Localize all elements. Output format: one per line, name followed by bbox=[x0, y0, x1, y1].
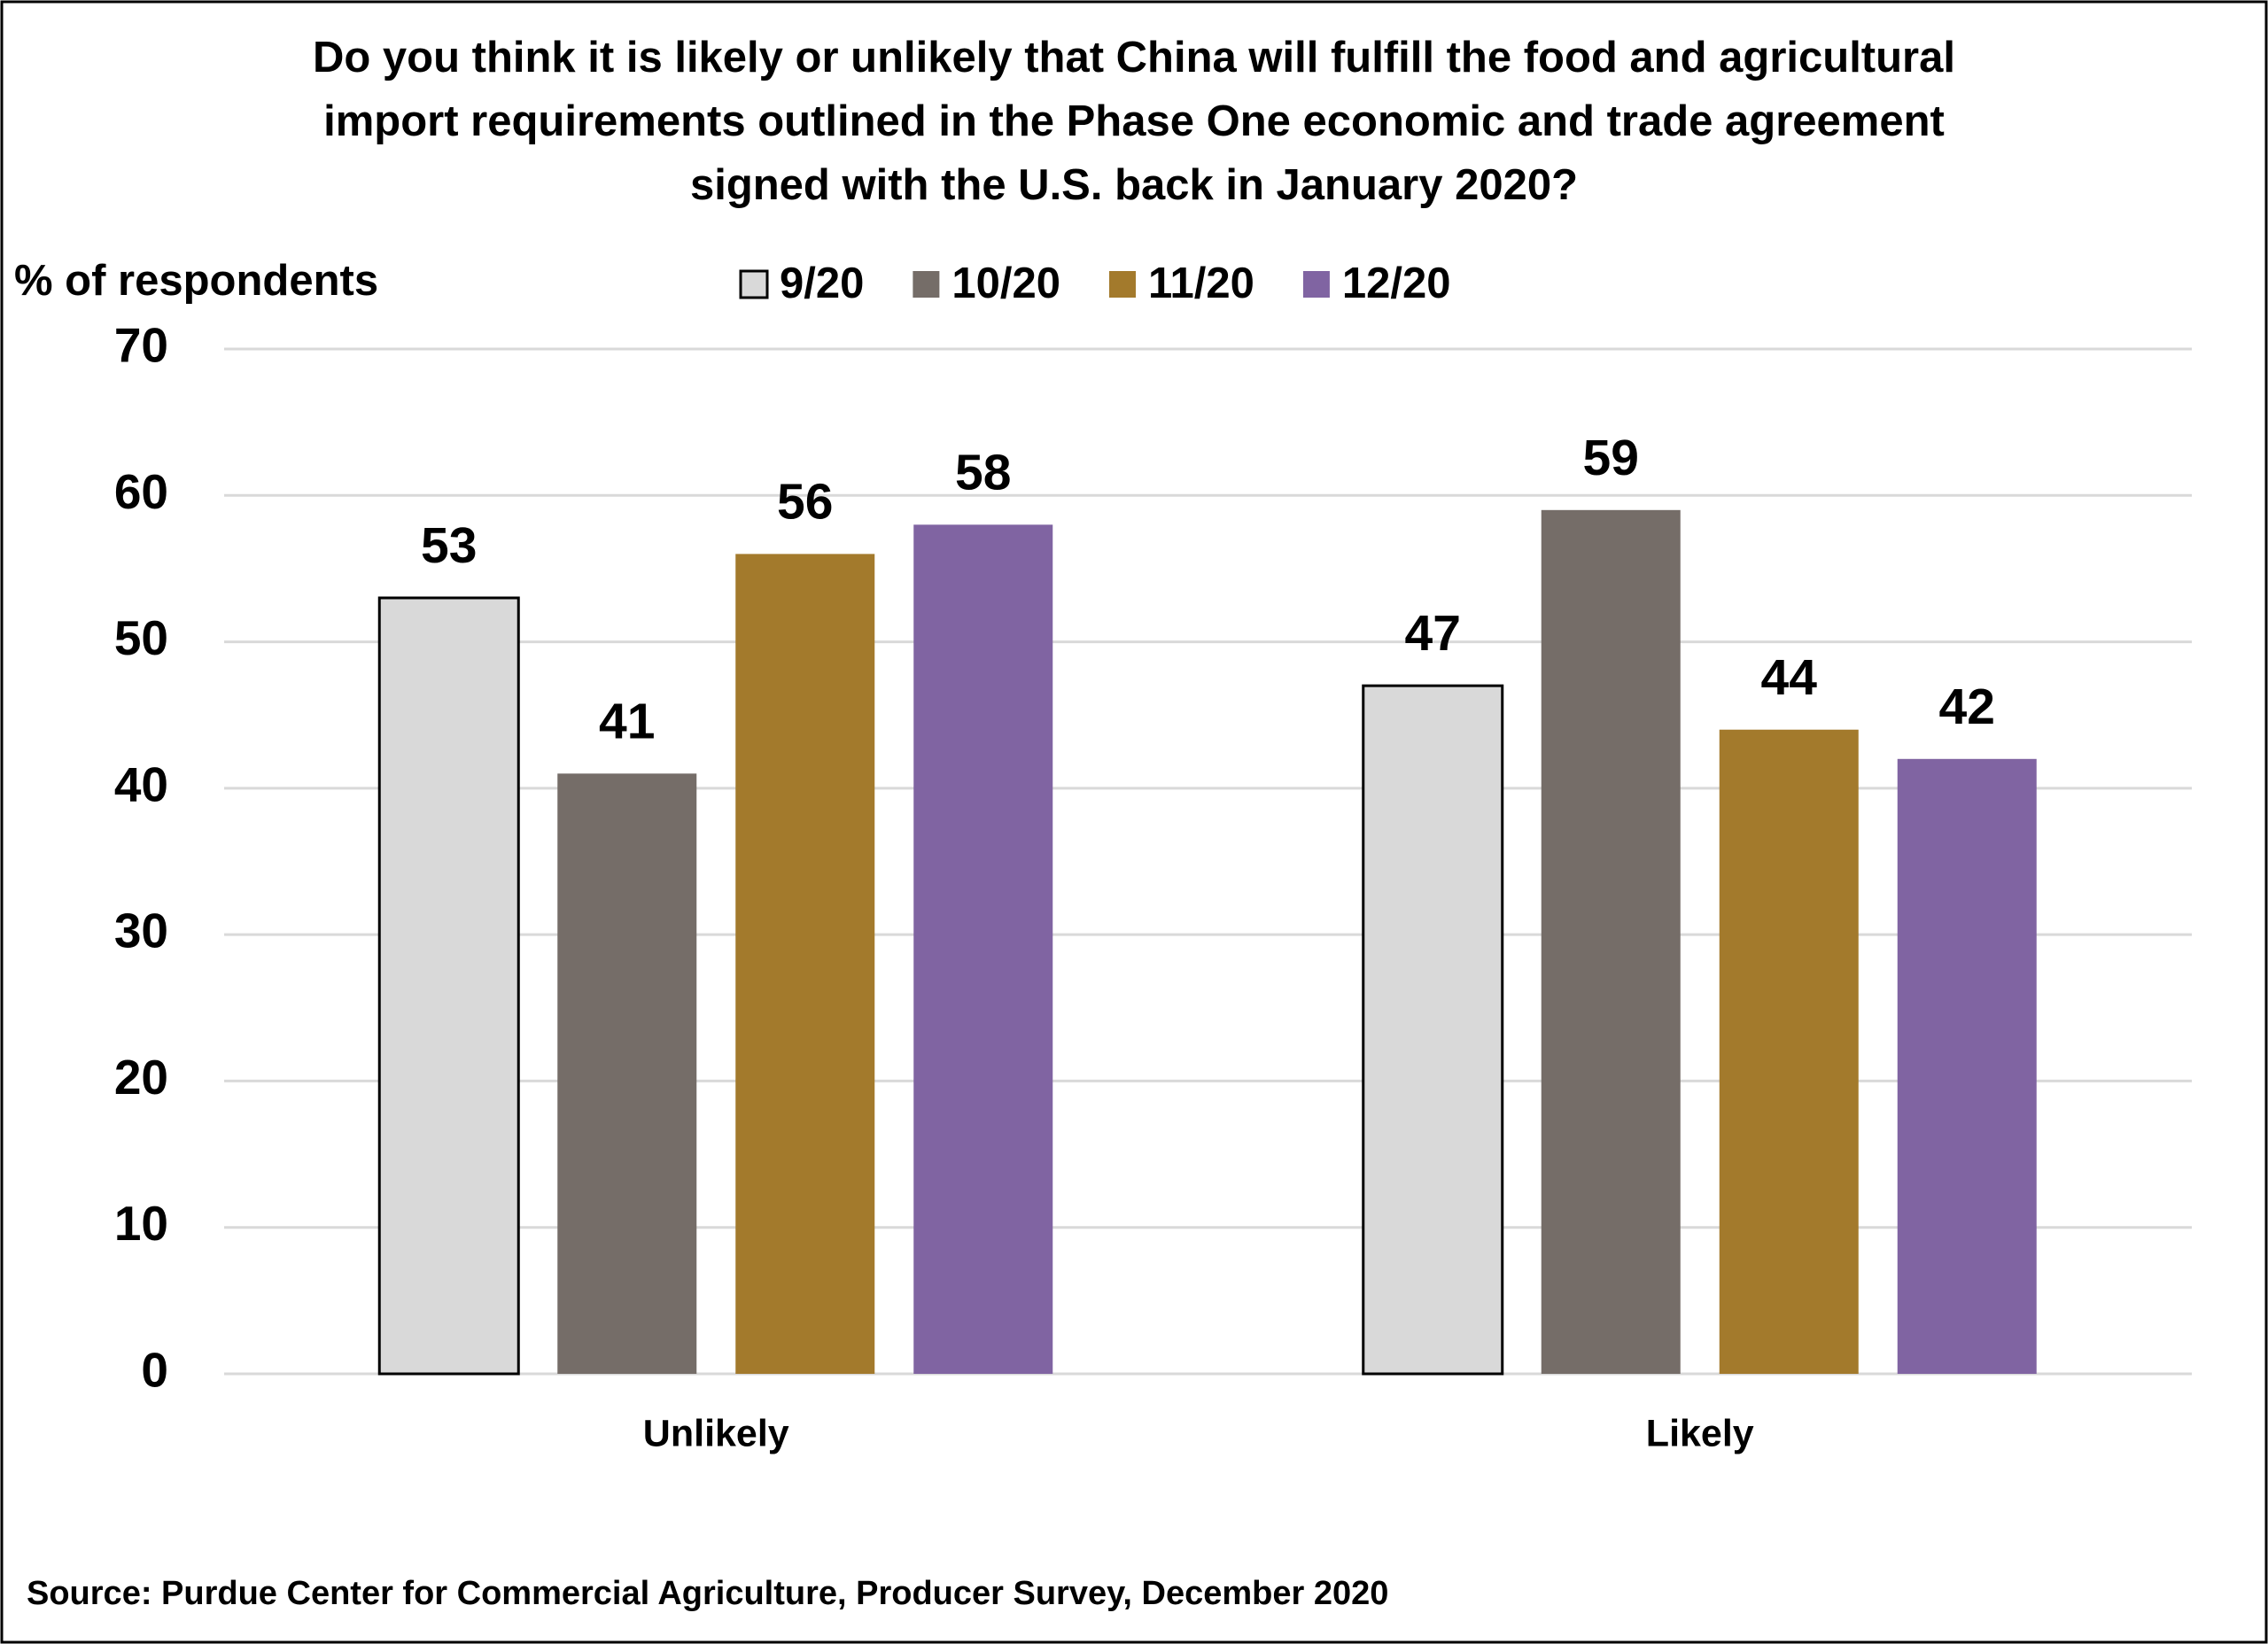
data-label: 59 bbox=[1583, 430, 1639, 486]
y-tick-label: 10 bbox=[114, 1196, 168, 1251]
source-note: Source: Purdue Center for Commercial Agr… bbox=[27, 1575, 1388, 1612]
data-label: 56 bbox=[777, 473, 833, 530]
legend-swatch bbox=[1302, 271, 1330, 298]
bar bbox=[1362, 684, 1504, 1376]
bar bbox=[913, 524, 1053, 1374]
data-label: 41 bbox=[599, 693, 655, 749]
x-tick-label: Unlikely bbox=[643, 1412, 789, 1454]
chart-title: Do you think it is likely or unlikely th… bbox=[313, 34, 1955, 81]
data-label: 58 bbox=[955, 444, 1011, 500]
legend-label: 12/20 bbox=[1342, 260, 1451, 307]
legend-label: 9/20 bbox=[780, 260, 864, 307]
y-tick-label: 20 bbox=[114, 1050, 168, 1105]
chart-title: import requirements outlined in the Phas… bbox=[323, 97, 1945, 145]
bar bbox=[1719, 729, 1859, 1374]
x-tick-label: Likely bbox=[1646, 1412, 1754, 1454]
y-axis-label: % of respondents bbox=[14, 257, 378, 305]
data-label: 47 bbox=[1405, 605, 1461, 662]
bar bbox=[1897, 758, 2037, 1374]
y-tick-label: 30 bbox=[114, 903, 168, 958]
legend-swatch bbox=[913, 271, 940, 298]
data-label: 44 bbox=[1761, 649, 1818, 706]
chart-title: signed with the U.S. back in January 202… bbox=[690, 161, 1578, 209]
bar bbox=[377, 596, 520, 1376]
y-tick-label: 0 bbox=[141, 1343, 168, 1398]
y-tick-label: 60 bbox=[114, 464, 168, 519]
legend-label: 11/20 bbox=[1148, 260, 1254, 307]
legend-swatch bbox=[739, 269, 769, 299]
bar bbox=[557, 773, 697, 1374]
legend-swatch bbox=[1109, 271, 1136, 298]
y-tick-label: 70 bbox=[114, 318, 168, 373]
bar bbox=[1541, 509, 1681, 1374]
y-tick-label: 50 bbox=[114, 610, 168, 665]
data-label: 42 bbox=[1939, 679, 1995, 735]
bar bbox=[735, 554, 875, 1374]
legend-label: 10/20 bbox=[951, 260, 1060, 307]
data-label: 53 bbox=[421, 517, 477, 574]
y-tick-label: 40 bbox=[114, 756, 168, 811]
